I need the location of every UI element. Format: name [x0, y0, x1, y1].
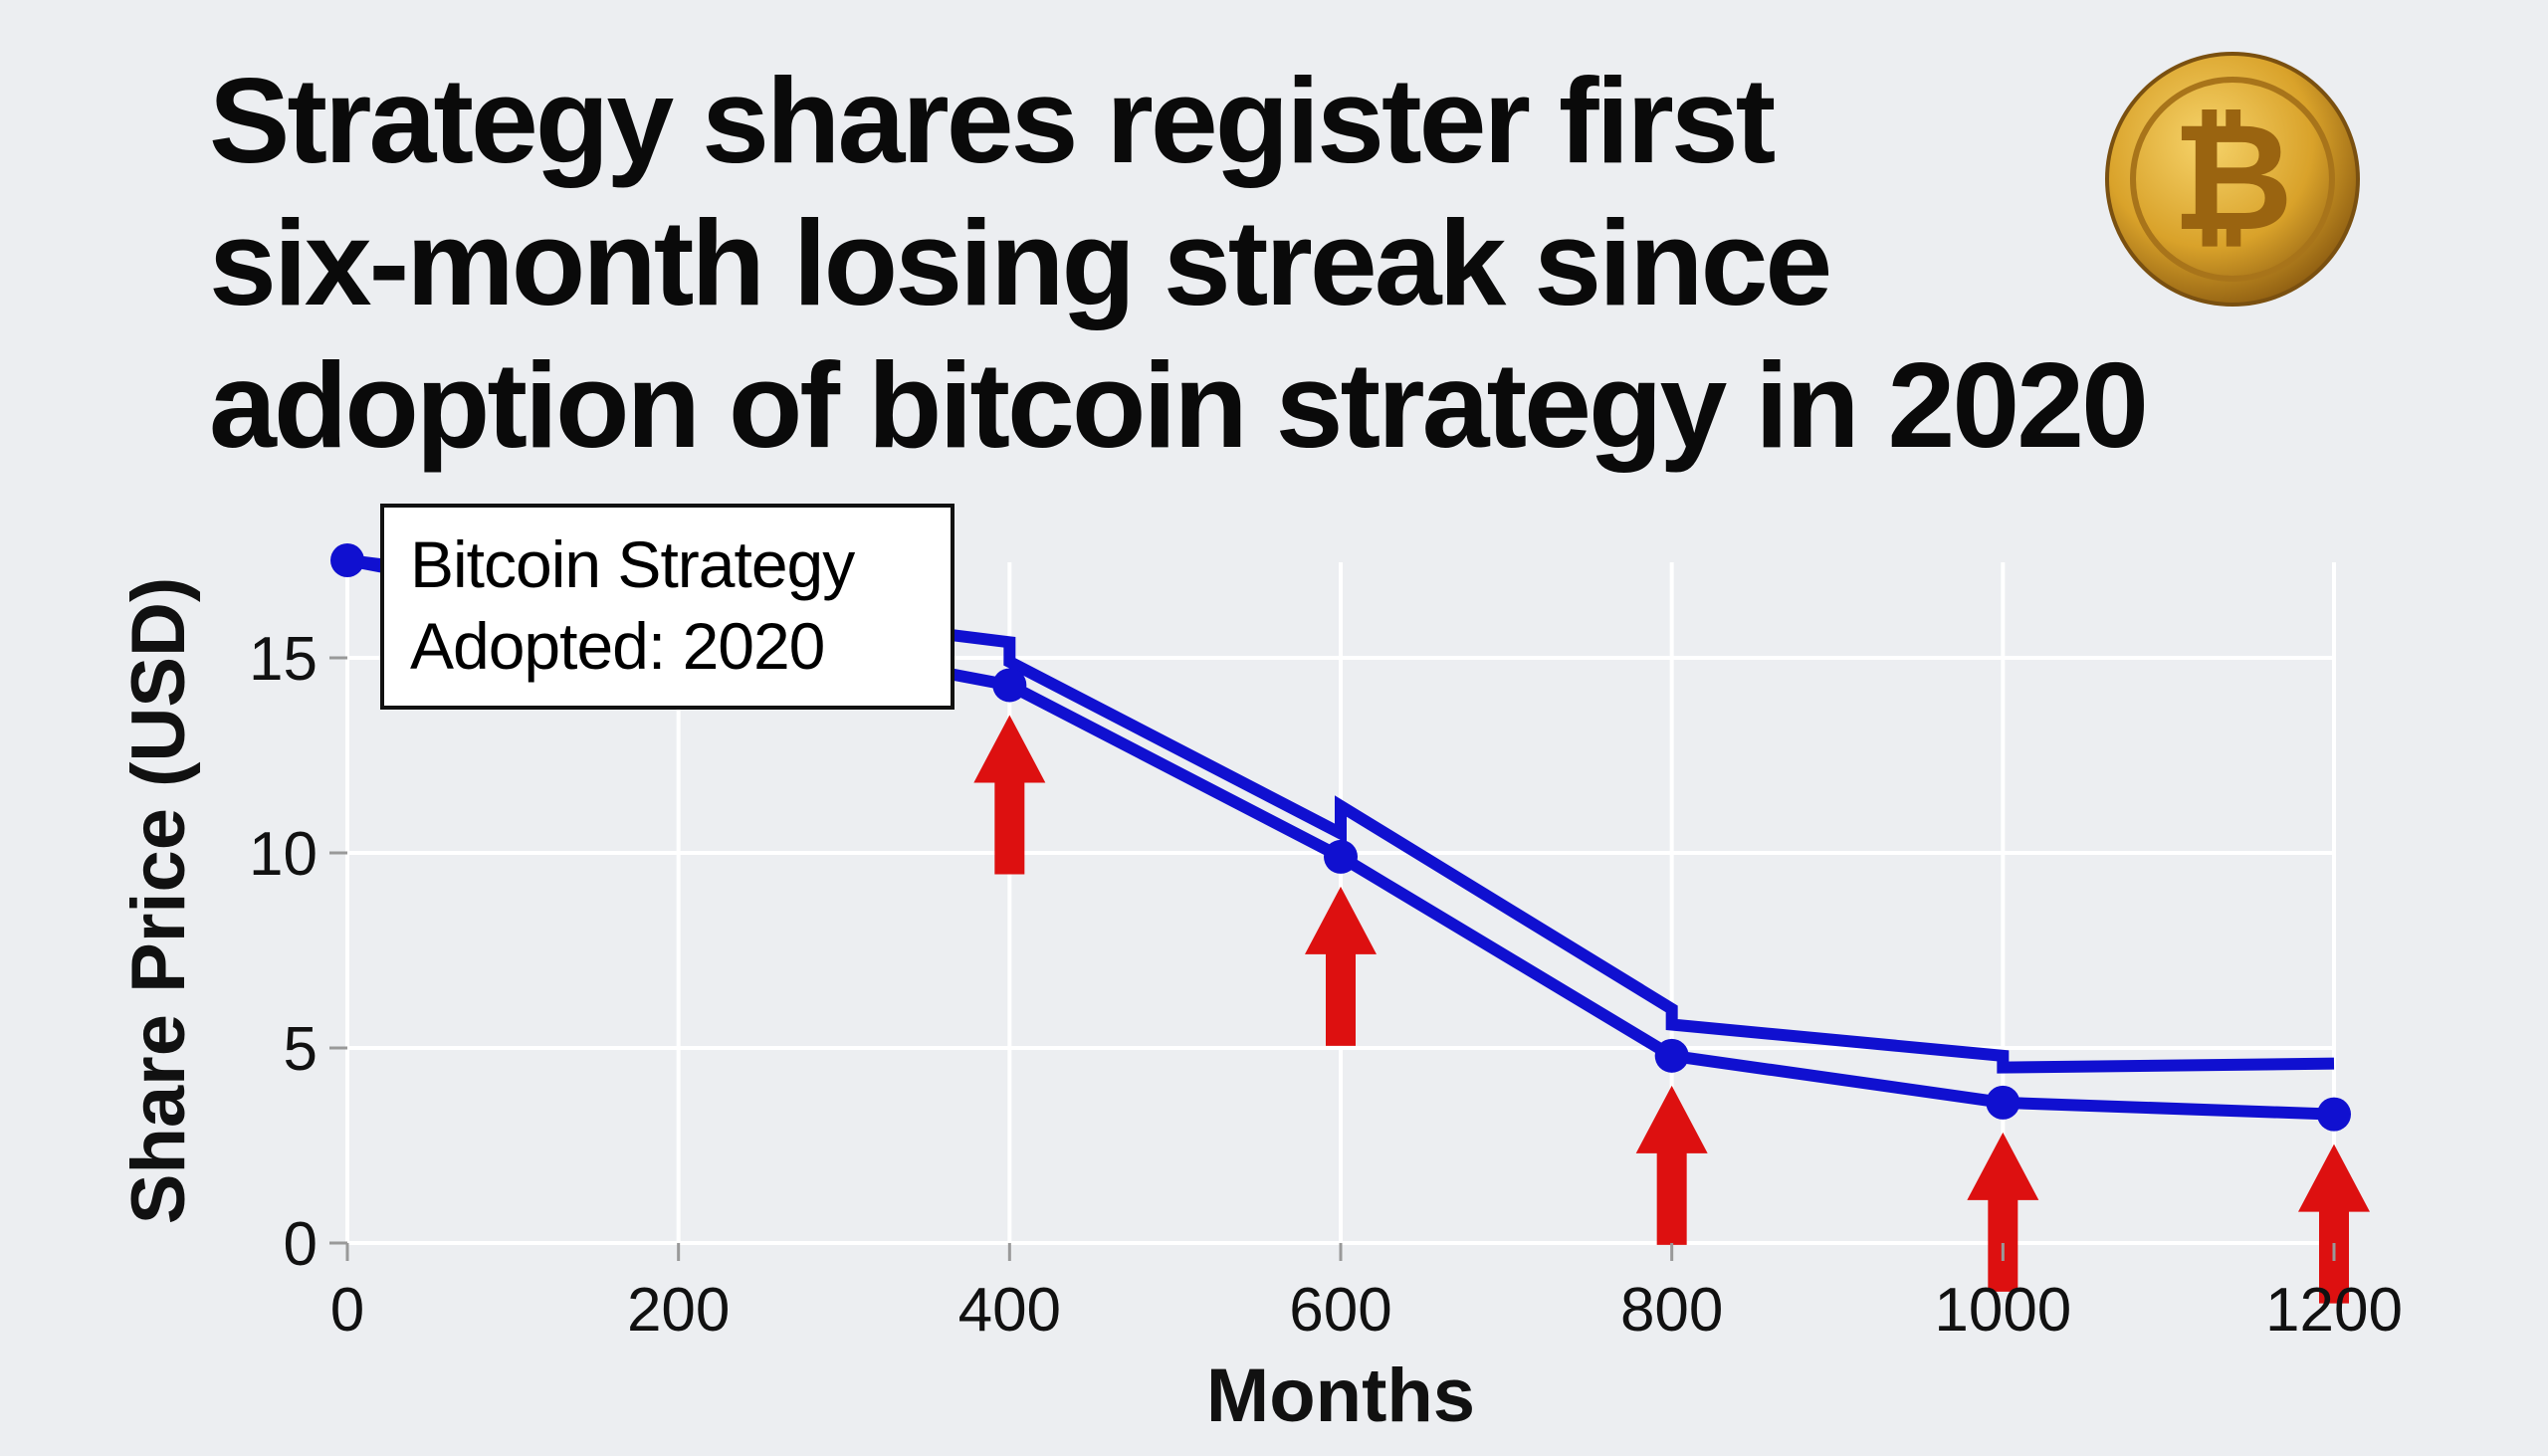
title-line-1: Strategy shares register first — [209, 53, 1776, 188]
x-axis-label: Months — [1206, 1353, 1475, 1438]
annotation-box: Bitcoin Strategy Adopted: 2020 — [380, 504, 955, 710]
data-point — [2317, 1097, 2351, 1132]
title-line-2: six-month losing streak since — [209, 195, 1829, 330]
up-arrow-icon — [1635, 1085, 1708, 1245]
bitcoin-coin-icon: ₿ — [2105, 52, 2360, 307]
title-line-3: adoption of bitcoin strategy in 2020 — [209, 337, 2146, 473]
ticks: 0 200 400 600 800 1000 1200 0 5 10 15 — [249, 625, 2403, 1345]
up-arrow-icon — [973, 715, 1046, 875]
y-tick-label: 0 — [284, 1210, 318, 1279]
chart-title: Strategy shares register first six-month… — [209, 53, 2149, 473]
x-tick-label: 0 — [330, 1276, 364, 1345]
up-arrow-icon — [2298, 1144, 2370, 1304]
x-tick-label: 200 — [627, 1276, 730, 1345]
data-point — [330, 543, 364, 577]
y-tick-label: 5 — [284, 1015, 318, 1084]
up-arrow-icon — [1967, 1132, 2039, 1292]
arrows — [973, 715, 2370, 1304]
y-tick-label: 15 — [249, 625, 318, 694]
up-arrow-icon — [1305, 886, 1377, 1046]
data-point — [1986, 1085, 2020, 1120]
x-tick-label: 600 — [1289, 1276, 1391, 1345]
x-tick-label: 800 — [1620, 1276, 1723, 1345]
x-tick-label: 1000 — [1934, 1276, 2071, 1345]
x-tick-label: 1200 — [2265, 1276, 2403, 1345]
annotation-line-2: Adopted: 2020 — [410, 609, 824, 683]
x-tick-label: 400 — [958, 1276, 1061, 1345]
series-line-upper — [346, 554, 2335, 1074]
data-point — [992, 668, 1027, 703]
data-point — [1324, 839, 1358, 874]
y-axis-label: Share Price (USD) — [116, 577, 201, 1224]
data-point — [1654, 1038, 1689, 1073]
annotation-line-1: Bitcoin Strategy — [410, 527, 855, 601]
bitcoin-symbol: ₿ — [2172, 92, 2293, 265]
y-tick-label: 10 — [249, 820, 318, 889]
